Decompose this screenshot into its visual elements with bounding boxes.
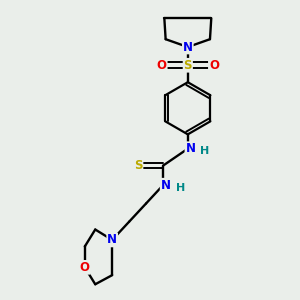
Text: S: S bbox=[184, 59, 192, 72]
Text: N: N bbox=[160, 179, 171, 192]
Text: N: N bbox=[107, 233, 117, 246]
Text: S: S bbox=[134, 159, 142, 172]
Text: O: O bbox=[80, 261, 90, 274]
Text: H: H bbox=[176, 183, 185, 193]
Text: N: N bbox=[185, 142, 195, 155]
Text: O: O bbox=[209, 59, 219, 72]
Text: O: O bbox=[157, 59, 167, 72]
Text: N: N bbox=[183, 40, 193, 53]
Text: H: H bbox=[200, 146, 209, 156]
